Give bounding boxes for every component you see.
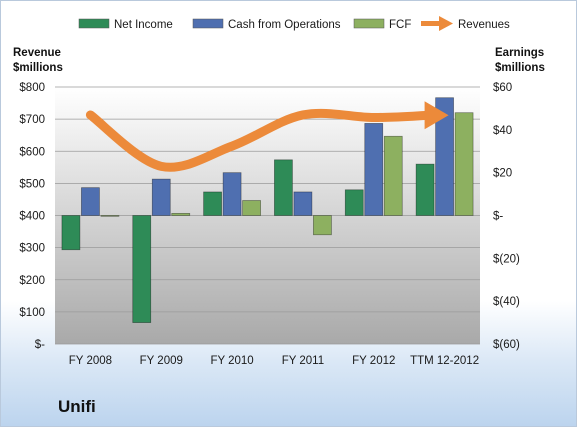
net-income-bar	[274, 159, 293, 216]
cash-from-operations-bar	[364, 123, 384, 216]
left-axis-title-line1: Revenue	[13, 47, 61, 59]
revenue-line	[85, 108, 434, 172]
legend-label-fcf: FCF	[389, 19, 411, 31]
left-tick-label: $400	[19, 211, 45, 223]
left-axis-ticks: $- $100 $200 $300 $400 $500 $600 $700 $800	[19, 82, 45, 351]
bar-series-group	[61, 97, 474, 323]
left-tick-label: $600	[19, 146, 45, 158]
cash-from-operations-bar	[81, 187, 100, 216]
legend-swatch-fcf	[353, 18, 385, 29]
left-tick-label: $500	[19, 178, 45, 190]
revenue-line-group	[85, 101, 449, 172]
fcf-bar	[242, 200, 261, 216]
fcf-bar	[100, 215, 120, 217]
category-label: FY 2012	[352, 355, 395, 367]
legend-swatch-revenues-arrowhead	[439, 16, 453, 31]
fcf-bar	[171, 213, 191, 216]
left-tick-label: $100	[19, 307, 45, 319]
legend: Net Income Cash from Operations FCF Reve…	[78, 16, 510, 31]
cash-from-operations-bar	[222, 172, 242, 216]
category-label: FY 2008	[69, 355, 112, 367]
net-income-bar	[415, 163, 435, 216]
left-tick-label: $700	[19, 114, 45, 126]
legend-label-cash-from-operations: Cash from Operations	[228, 19, 341, 31]
left-tick-label: $200	[19, 275, 45, 287]
cash-from-operations-bar	[151, 178, 171, 216]
right-tick-label: $20	[493, 168, 512, 180]
right-axis-title-line1: Earnings	[495, 47, 544, 59]
net-income-bar	[344, 189, 364, 216]
right-tick-label: $(40)	[493, 296, 520, 308]
legend-label-net-income: Net Income	[114, 19, 173, 31]
revenue-arrowhead	[424, 101, 449, 130]
right-tick-label: $60	[493, 82, 512, 94]
category-label: FY 2009	[140, 355, 183, 367]
right-tick-label: $40	[493, 125, 512, 137]
company-name: Unifi	[58, 397, 96, 416]
cash-from-operations-bar	[435, 97, 454, 216]
fcf-bar	[313, 215, 332, 236]
net-income-bar	[132, 215, 152, 323]
left-tick-label: $300	[19, 243, 45, 255]
right-axis-ticks: $(60) $(40) $(20) $- $20 $40 $60	[493, 82, 520, 351]
legend-swatch-net-income	[78, 18, 110, 29]
right-axis-title-line2: $millions	[495, 62, 545, 74]
category-label: FY 2010	[210, 355, 253, 367]
net-income-bar	[61, 215, 81, 251]
right-tick-label: $-	[493, 211, 503, 223]
fcf-bar	[454, 112, 474, 216]
category-label: FY 2011	[282, 355, 324, 367]
left-tick-label: $800	[19, 82, 45, 94]
right-tick-label: $(60)	[493, 339, 520, 351]
left-tick-label: $-	[35, 339, 45, 351]
net-income-bar	[203, 191, 222, 216]
category-label: TTM 12-2012	[410, 355, 479, 367]
left-axis-title-line2: $millions	[13, 62, 63, 74]
grid-lines	[55, 86, 480, 345]
category-labels: FY 2008 FY 2009 FY 2010 FY 2011 FY 2012 TTM 1…	[69, 355, 479, 367]
fcf-bar	[383, 135, 403, 216]
legend-label-revenues: Revenues	[458, 19, 510, 31]
legend-swatch-cash-from-operations	[192, 18, 224, 29]
right-tick-label: $(20)	[493, 253, 520, 265]
cash-from-operations-bar	[293, 191, 313, 216]
